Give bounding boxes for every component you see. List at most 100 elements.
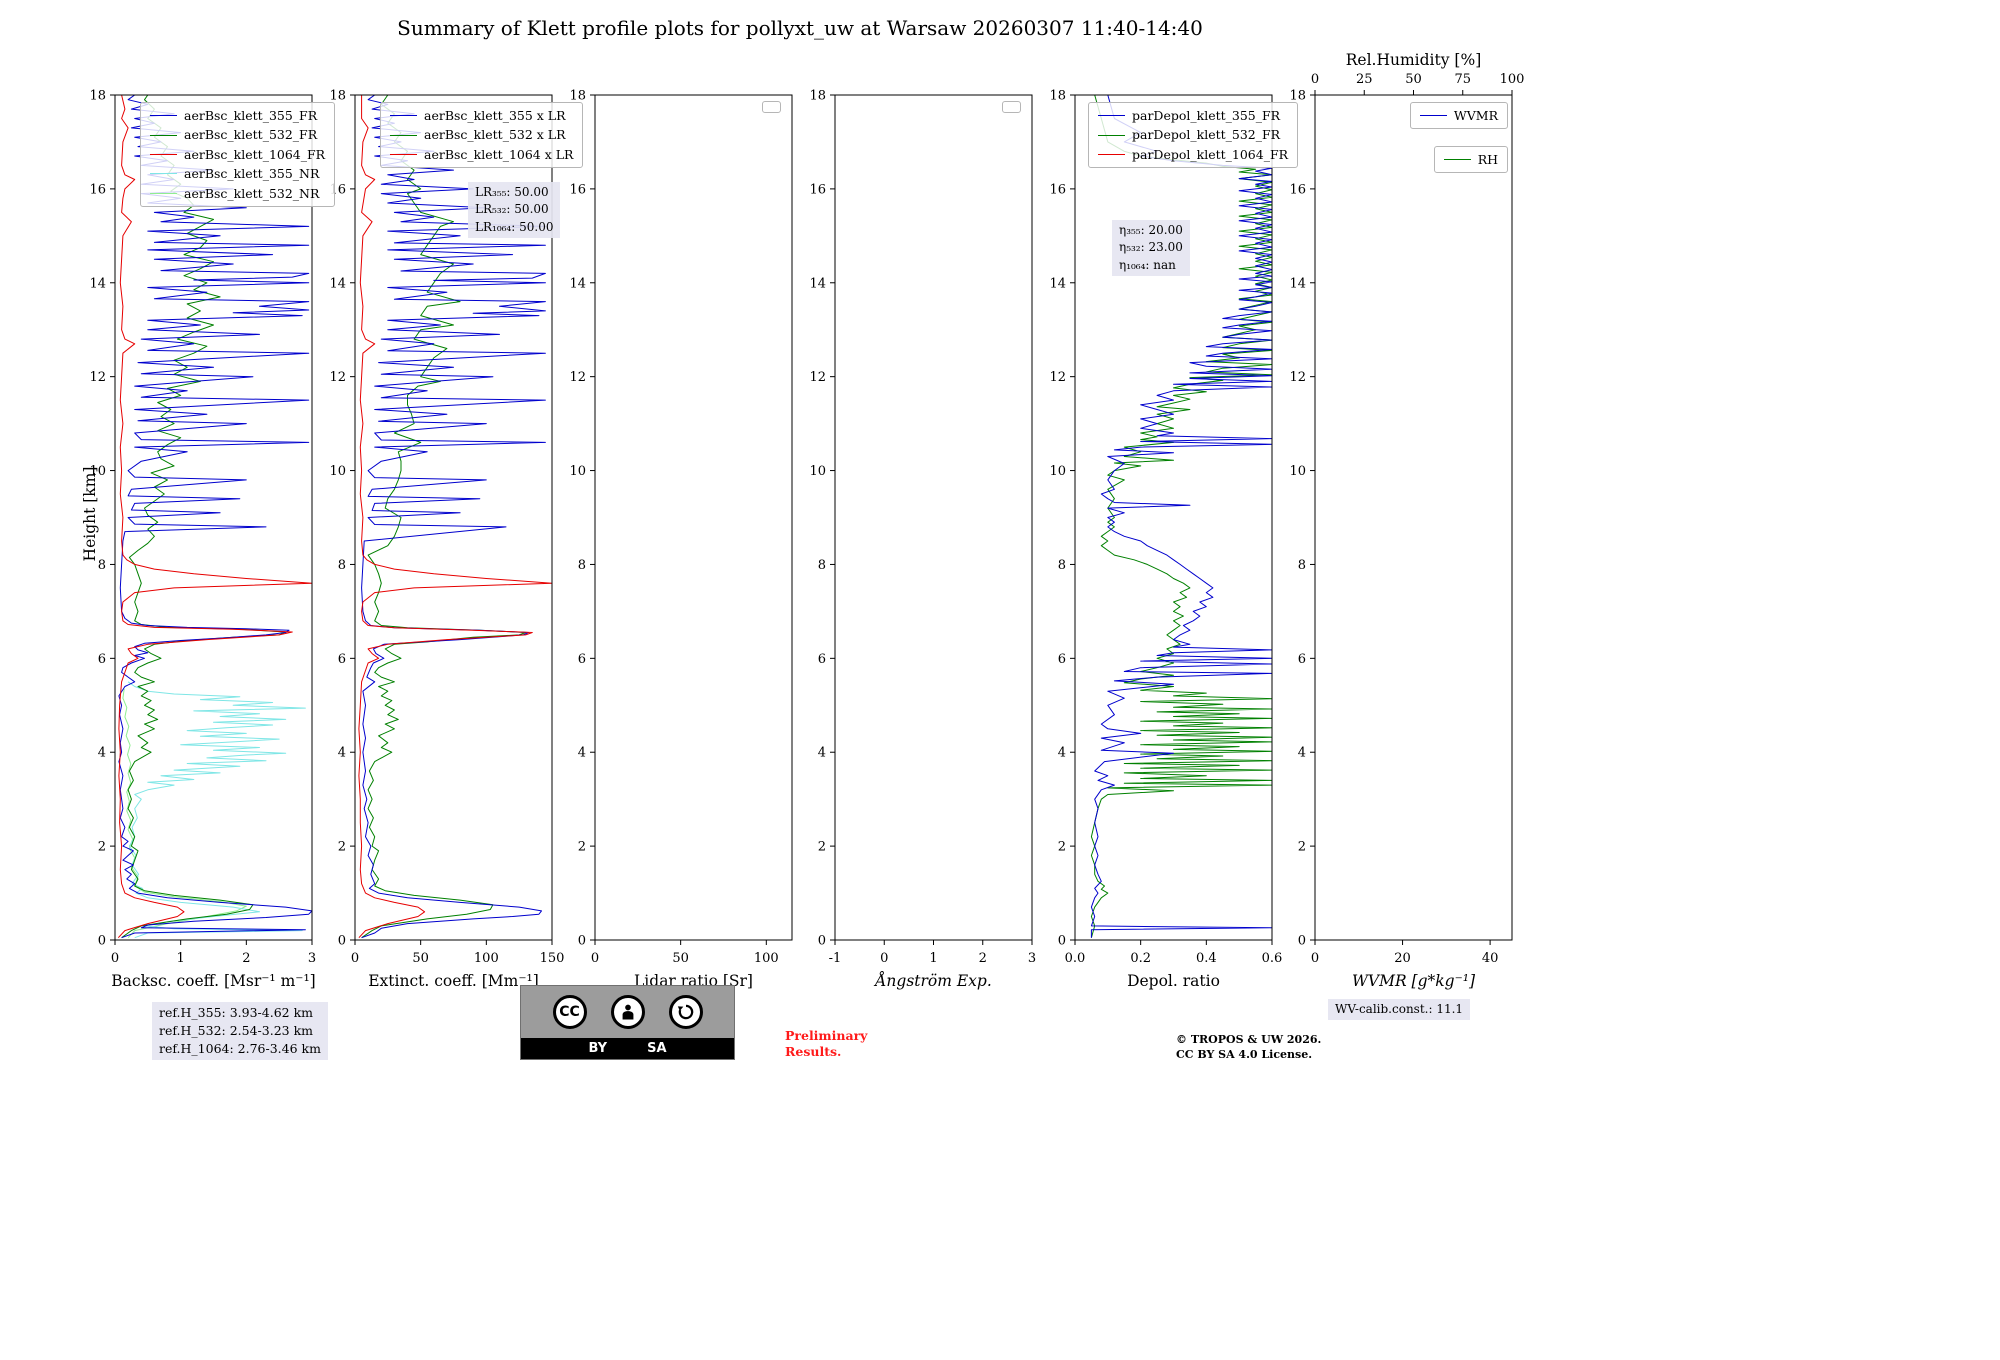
y-tick-label: 4	[818, 746, 826, 761]
plot-frame	[1074, 94, 1273, 941]
y-tick-label: 8	[98, 558, 106, 573]
x-tick-label: 0.2	[1130, 951, 1151, 966]
y-tick-label: 4	[1058, 746, 1066, 761]
legend-entry: aerBsc_klett_532_NR	[150, 184, 325, 203]
x-axis-label: Ångström Exp.	[873, 972, 992, 990]
y-tick-label: 14	[809, 276, 826, 291]
top-tick-label: 100	[1500, 72, 1525, 87]
legend-label: aerBsc_klett_355_FR	[184, 108, 318, 123]
legend-line-sample	[390, 153, 417, 155]
x-tick-label: 0	[351, 951, 359, 966]
legend-line-sample	[150, 134, 177, 136]
legend-label: parDepol_klett_532_FR	[1132, 127, 1281, 143]
y-tick-label: 12	[569, 370, 586, 385]
x-tick-label: 0.0	[1065, 951, 1086, 966]
lidar-ratio-values-box: LR₃₅₅: 50.00 LR₅₃₂: 50.00 LR₁₀₆₄: 50.00	[468, 182, 561, 239]
y-tick-label: 2	[578, 840, 586, 855]
cc-by-person-icon	[610, 995, 645, 1029]
y-tick-label: 10	[1049, 464, 1066, 479]
depol-plot: 0.0 0.2 0.4 0.6 0 2 4 6 8 10 12 14 16 18 Depol. ratio	[1049, 89, 1282, 991]
legend-entry: aerBsc_klett_355 x LR	[390, 106, 573, 125]
y-tick-label: 12	[1289, 370, 1306, 385]
y-tick-label: 2	[1058, 840, 1066, 855]
y-tick-label: 12	[329, 370, 346, 385]
legend-entry: parDepol_klett_355_FR	[1098, 106, 1288, 125]
legend-line-sample	[150, 192, 177, 194]
cc-logo-icon: CC	[552, 995, 587, 1029]
plot-frame	[114, 94, 313, 941]
panel-lidar-ratio: 0 50 100 0 2 4 6 8 10 12 14 16 18 Lidar ratio [Sr]	[545, 30, 852, 1024]
y-tick-label: 6	[1298, 652, 1306, 667]
series-aerBsc_klett_355_NR	[127, 681, 306, 939]
y-tick-label: 4	[1298, 746, 1306, 761]
y-tick-label: 6	[818, 652, 826, 667]
y-tick-label: 0	[98, 934, 106, 949]
y-tick-label: 6	[98, 652, 106, 667]
cc-by-label: BY	[588, 1041, 608, 1056]
y-tick-label: 14	[329, 276, 346, 291]
y-tick-label: 6	[1058, 652, 1066, 667]
x-tick-label: 2	[242, 951, 250, 966]
y-tick-label: 4	[98, 746, 106, 761]
series-aerBsc_klett_355_x_LR	[361, 95, 546, 939]
x-tick-label: 150	[540, 951, 565, 966]
legend-label: aerBsc_klett_1064 x LR	[424, 146, 574, 162]
y-tick-label: 16	[1049, 182, 1066, 197]
y-tick-label: 0	[578, 934, 586, 949]
y-tick-label: 16	[569, 182, 586, 197]
x-axis-label: WVMR [g*kg⁻¹]	[1352, 972, 1476, 990]
x-tick-label: 3	[1028, 951, 1036, 966]
y-tick-label: 12	[809, 370, 826, 385]
series-aerBsc_klett_355_FR	[118, 95, 312, 939]
legend-label: aerBsc_klett_1064_FR	[184, 146, 326, 162]
plot-frame	[594, 94, 793, 941]
y-tick-label: 8	[338, 558, 346, 573]
top-tick-label: 50	[1405, 72, 1422, 87]
extinction-legend: aerBsc_klett_355 x LR aerBsc_klett_532 x …	[380, 102, 584, 169]
legend-entry: RH	[1443, 150, 1498, 169]
series-aerBsc_klett_532_FR	[121, 95, 287, 939]
top-axis-label: Rel.Humidity [%]	[1346, 51, 1482, 69]
depol-legend: parDepol_klett_355_FR parDepol_klett_532_…	[1088, 102, 1299, 169]
x-tick-label: 1	[177, 951, 185, 966]
legend-entry: aerBsc_klett_532 x LR	[390, 125, 573, 144]
y-tick-label: 14	[1049, 276, 1066, 291]
panel-backscatter: 0 1 2 3 0 2 4 6 8 10 12 14 16 18 Backsc. coeff. [Msr⁻¹…	[65, 30, 372, 1024]
legend-line-sample	[1098, 115, 1125, 117]
y-tick-label: 10	[809, 464, 826, 479]
panel-extinction: 0 50 100 150 0 2 4 6 8 10 12 14 16 18 Extinct. coeff. …	[305, 30, 612, 1024]
legend-label: RH	[1477, 152, 1498, 167]
x-tick-label: 0	[591, 951, 599, 966]
y-tick-label: 18	[1289, 89, 1306, 104]
legend-label: parDepol_klett_355_FR	[1132, 108, 1281, 123]
y-tick-label: 4	[338, 746, 346, 761]
y-tick-label: 12	[1049, 370, 1066, 385]
y-tick-label: 2	[98, 840, 106, 855]
x-tick-label: 1	[929, 951, 937, 966]
legend-line-sample	[150, 115, 177, 117]
y-tick-label: 14	[89, 276, 106, 291]
x-tick-label: 20	[1394, 951, 1411, 966]
legend-label: aerBsc_klett_532_NR	[184, 185, 320, 201]
x-tick-label: -1	[829, 951, 842, 966]
y-tick-label: 0	[818, 934, 826, 949]
y-tick-label: 8	[1298, 558, 1306, 573]
y-tick-label: 10	[329, 464, 346, 479]
legend-entry: parDepol_klett_1064_FR	[1098, 145, 1288, 164]
legend-line-sample	[150, 153, 177, 155]
cc-icons-row: CC	[521, 986, 734, 1038]
legend-line-sample	[1419, 115, 1447, 117]
plot-frame	[354, 94, 553, 941]
series-aerBsc_klett_532_x_LR	[361, 95, 527, 939]
y-tick-label: 16	[89, 182, 106, 197]
y-tick-label: 16	[809, 182, 826, 197]
y-tick-label: 8	[578, 558, 586, 573]
legend-line-sample	[1443, 159, 1471, 161]
figure-title: Summary of Klett profile plots for polly…	[397, 16, 1203, 40]
angstrom-legend	[1002, 101, 1021, 113]
share-alike-arrow-icon	[677, 1004, 693, 1020]
x-tick-label: 3	[308, 951, 316, 966]
